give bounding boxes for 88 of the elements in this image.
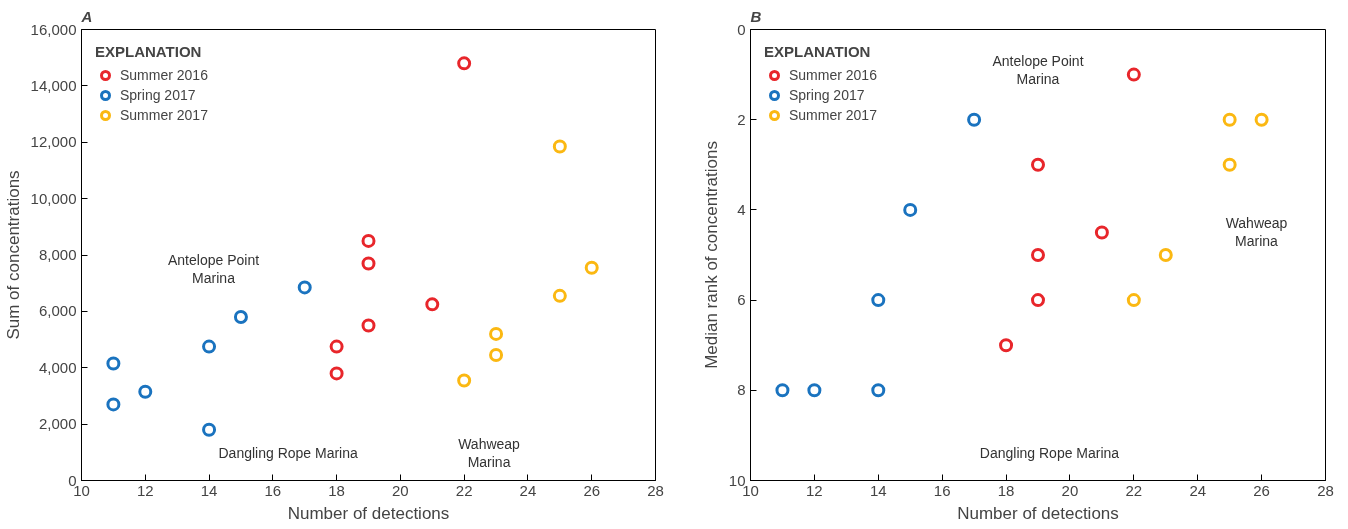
annotation: Wahweap Marina <box>458 436 521 471</box>
x-tick-label: 14 <box>200 481 218 499</box>
y-tick-label: 2 <box>737 110 746 128</box>
chart-title: B <box>750 7 762 25</box>
chart-title: A <box>80 7 93 25</box>
x-tick-label: 26 <box>1253 481 1270 499</box>
point <box>1126 67 1141 82</box>
point <box>361 318 376 333</box>
point <box>584 260 599 275</box>
annotation: Antelope Point Marina <box>167 251 260 286</box>
point <box>106 397 121 412</box>
legend-label: Summer 2016 <box>789 67 877 83</box>
x-tick-label: 28 <box>1317 481 1334 499</box>
point <box>552 288 567 303</box>
y-tick-label: 10,000 <box>30 189 77 207</box>
y-tick-label: 6 <box>737 291 746 309</box>
point <box>138 384 153 399</box>
point <box>999 338 1014 353</box>
y-tick-label: 8 <box>737 381 746 399</box>
point <box>361 256 376 271</box>
x-tick-label: 20 <box>392 481 409 499</box>
point <box>361 233 376 248</box>
x-tick-label: 12 <box>136 481 154 499</box>
legend-label: Summer 2017 <box>120 107 208 123</box>
y-tick-label: 8,000 <box>38 246 77 263</box>
y-tick-label: 0 <box>737 20 746 38</box>
x-tick-label: 16 <box>933 481 951 499</box>
x-tick-label: 28 <box>647 481 664 499</box>
x-axis-title: Number of detections <box>287 503 450 523</box>
x-tick-label: 22 <box>1125 481 1143 499</box>
point <box>1031 293 1045 308</box>
point <box>1031 248 1045 262</box>
point <box>807 383 822 398</box>
legend-label: Summer 2016 <box>120 67 208 83</box>
annotation: Wahweap Marina <box>1225 215 1288 250</box>
point <box>457 56 472 71</box>
point <box>425 297 440 312</box>
point <box>871 293 886 308</box>
x-tick-label: 24 <box>519 481 537 499</box>
point <box>329 366 344 381</box>
legend-title: EXPLANATION <box>95 43 203 60</box>
point <box>1222 112 1237 127</box>
x-tick-label: 22 <box>455 481 473 499</box>
y-axis-title: Sum of concentrations <box>3 170 23 340</box>
annotation: Dangling Rope Marina <box>218 445 359 462</box>
point <box>489 348 504 363</box>
x-tick-label: 26 <box>583 481 601 499</box>
legend-label: Spring 2017 <box>789 87 865 103</box>
y-tick-label: 16,000 <box>30 20 77 38</box>
point <box>202 422 217 437</box>
point <box>1094 225 1109 240</box>
point <box>202 339 217 354</box>
x-tick-label: 20 <box>1061 481 1079 499</box>
point <box>329 339 344 354</box>
point <box>1031 157 1045 172</box>
x-tick-label: 14 <box>869 481 887 499</box>
x-tick-label: 18 <box>328 481 345 499</box>
x-tick-label: 16 <box>264 481 282 499</box>
legend-label: Summer 2017 <box>789 107 877 123</box>
x-tick-label: 24 <box>1189 481 1207 499</box>
y-tick-label: 12,000 <box>30 133 77 151</box>
point <box>967 112 982 127</box>
y-tick-label: 4 <box>737 200 746 218</box>
legend-title: EXPLANATION <box>764 43 872 60</box>
point <box>552 139 567 154</box>
point <box>903 202 918 217</box>
point <box>233 310 248 324</box>
point <box>489 326 504 341</box>
point <box>775 383 790 398</box>
point <box>871 383 886 398</box>
point <box>297 280 312 295</box>
point <box>1158 248 1173 262</box>
x-axis-title: Number of detections <box>957 503 1119 523</box>
y-axis-title: Median rank of concentrations <box>701 141 721 369</box>
x-tick-label: 12 <box>806 481 823 499</box>
y-tick-label: 4,000 <box>38 358 77 376</box>
y-tick-label: 14,000 <box>30 76 77 94</box>
y-tick-label: 6,000 <box>38 302 77 320</box>
point <box>457 373 472 388</box>
annotation: Antelope Point Marina <box>992 53 1084 88</box>
point <box>1222 157 1237 172</box>
point <box>1254 112 1269 127</box>
point <box>1126 293 1141 308</box>
y-tick-label: 2,000 <box>38 415 77 433</box>
annotation: Dangling Rope Marina <box>979 445 1120 462</box>
x-tick-label: 18 <box>997 481 1015 499</box>
legend-label: Spring 2017 <box>120 87 196 103</box>
point <box>106 356 121 371</box>
